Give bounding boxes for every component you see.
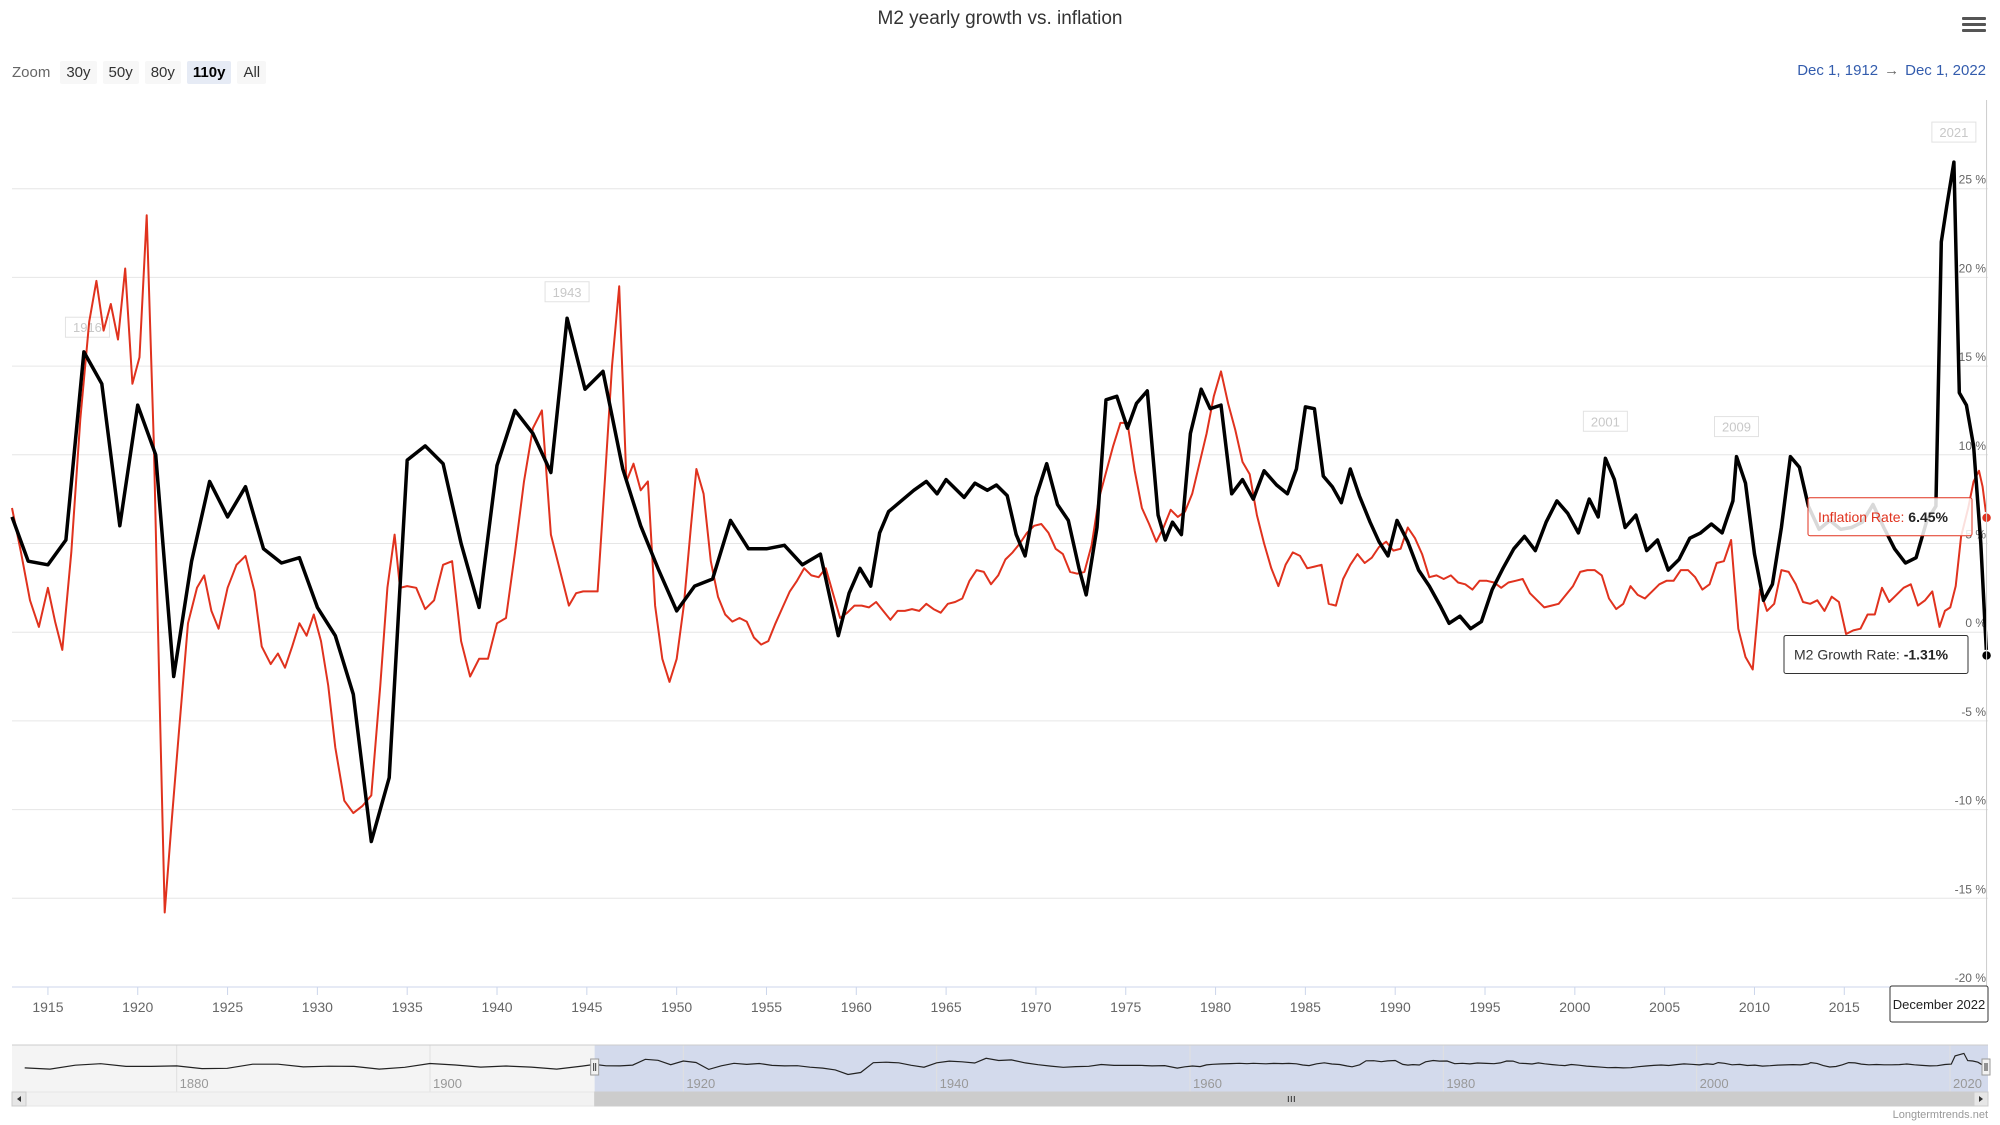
navigator-tick-label: 2000 — [1700, 1076, 1729, 1091]
x-tick-label: 1965 — [931, 999, 962, 1015]
x-tick-label: 1935 — [392, 999, 423, 1015]
scrollbar-track[interactable] — [11, 1091, 1989, 1107]
navigator-handle-box[interactable] — [1981, 1058, 1991, 1076]
y-tick-label: -10 % — [1955, 794, 1987, 808]
y-tick-label: 10 % — [1959, 439, 1987, 453]
flag-box — [64, 316, 110, 338]
x-tick-label: 1990 — [1380, 999, 1411, 1015]
zoom-button-110y[interactable]: 110y — [186, 60, 232, 84]
point-m2-last — [1980, 649, 1993, 662]
navigator-selected-range[interactable] — [594, 1045, 1988, 1092]
flag-label: 2001 — [1591, 414, 1620, 429]
x-tick-label: 2005 — [1649, 999, 1680, 1015]
x-tick-label: 1925 — [212, 999, 243, 1015]
credit-link[interactable]: Longtermtrends.net — [1892, 1109, 1988, 1121]
tooltip-inflation-value: 6.45% — [1908, 509, 1948, 525]
navigator-handle-left[interactable] — [590, 1058, 600, 1076]
tooltip-m2-growth-value: -1.31% — [1904, 646, 1949, 662]
tooltip-date-box — [1889, 985, 1989, 1023]
scroll-left-button[interactable] — [11, 1091, 27, 1107]
flag-box — [1582, 410, 1628, 432]
navigator-tick-label: 1960 — [1193, 1076, 1222, 1091]
y-tick-label: -15 % — [1955, 882, 1987, 896]
navigator-tick-label: 1920 — [686, 1076, 715, 1091]
series-line-m2-growth — [10, 160, 1989, 844]
x-tick-label: 1975 — [1110, 999, 1141, 1015]
zoom-button-50y[interactable]: 50y — [102, 60, 139, 84]
navigator-handle-right[interactable] — [1981, 1058, 1991, 1076]
tooltip-m2-growth: M2 Growth Rate: -1.31% — [1783, 634, 1969, 674]
tooltip-m2-growth-label: M2 Growth Rate: -1.31% — [1794, 646, 1949, 662]
scroll-right-arrow-icon — [1979, 1096, 1983, 1102]
range-arrow-icon: → — [1884, 62, 1900, 79]
scrollbar-thumb[interactable] — [594, 1091, 1989, 1107]
x-tick-label: 1920 — [122, 999, 153, 1015]
zoom-button-80y[interactable]: 80y — [144, 60, 181, 84]
navigator-tick-label: 1880 — [180, 1076, 209, 1091]
flag-box — [1931, 121, 1977, 143]
navigator-tick-label: 2020 — [1953, 1076, 1982, 1091]
y-tick-label: 20 % — [1959, 261, 1987, 275]
zoom-label: Zoom — [12, 63, 51, 81]
tooltip-date: December 2022 — [1889, 985, 1989, 1023]
y-tick-label: 25 % — [1959, 173, 1987, 187]
zoom-selector: Zoom 30y 50y 80y 110y All — [12, 60, 267, 84]
x-tick-label: 1950 — [661, 999, 692, 1015]
x-tick-label: 1980 — [1200, 999, 1231, 1015]
flag-label: 2009 — [1722, 420, 1751, 435]
navigator-handle-box[interactable] — [590, 1058, 600, 1076]
flag-marker[interactable]: 1916 — [64, 316, 110, 338]
range-from-input[interactable]: Dec 1, 1912 — [1797, 62, 1879, 79]
flag-marker[interactable]: 2001 — [1582, 410, 1628, 432]
navigator-tick-label: 1940 — [940, 1076, 969, 1091]
flag-box — [544, 281, 590, 303]
y-tick-label: 0 % — [1965, 616, 1986, 630]
flag-label: 2021 — [1939, 125, 1968, 140]
tooltip-inflation-box — [1807, 497, 1973, 537]
y-tick-label: 15 % — [1959, 350, 1987, 364]
hamburger-menu-icon[interactable] — [1962, 14, 1986, 36]
x-tick-label: 1915 — [32, 999, 63, 1015]
flag-label: 1943 — [553, 285, 582, 300]
x-tick-label: 1955 — [751, 999, 782, 1015]
x-tick-label: 2000 — [1559, 999, 1590, 1015]
tooltip-m2-growth-box — [1783, 634, 1969, 674]
navigator-series-line — [24, 1052, 1988, 1076]
y-tick-label: -5 % — [1961, 705, 1986, 719]
scroll-left-arrow-icon — [17, 1096, 21, 1102]
chart-title: M2 yearly growth vs. inflation — [877, 8, 1123, 29]
x-tick-label: 1945 — [571, 999, 602, 1015]
navigator-background — [12, 1045, 1988, 1092]
zoom-button-30y[interactable]: 30y — [60, 60, 97, 84]
series-line-inflation — [11, 214, 1988, 914]
flag-marker[interactable]: 2021 — [1931, 121, 1977, 143]
x-tick-label: 1985 — [1290, 999, 1321, 1015]
date-range-display: Dec 1, 1912 → Dec 1, 2022 — [1797, 62, 1986, 79]
range-to-input[interactable]: Dec 1, 2022 — [1905, 62, 1986, 79]
flag-marker[interactable]: 2009 — [1714, 416, 1760, 438]
x-tick-label: 2010 — [1739, 999, 1770, 1015]
flag-label: 1916 — [73, 320, 102, 335]
tooltip-inflation-label: Inflation Rate: 6.45% — [1818, 509, 1949, 525]
navigator-tick-label: 1900 — [433, 1076, 462, 1091]
scroll-right-button[interactable] — [1973, 1091, 1989, 1107]
flag-marker[interactable]: 1943 — [544, 281, 590, 303]
zoom-button-all[interactable]: All — [237, 60, 267, 84]
tooltip-inflation: Inflation Rate: 6.45% — [1807, 497, 1973, 537]
flag-box — [1714, 416, 1760, 438]
navigator-tick-label: 1980 — [1446, 1076, 1475, 1091]
tooltip-date-label: December 2022 — [1893, 997, 1986, 1012]
y-tick-label: 5 % — [1965, 528, 1986, 542]
x-tick-label: 1930 — [302, 999, 333, 1015]
x-tick-label: 1995 — [1469, 999, 1500, 1015]
x-tick-label: 1960 — [841, 999, 872, 1015]
y-tick-label: -20 % — [1955, 971, 1987, 985]
x-tick-label: 1940 — [481, 999, 512, 1015]
point-inflation-last — [1980, 512, 1993, 524]
x-tick-label: 1970 — [1020, 999, 1051, 1015]
x-tick-label: 2015 — [1829, 999, 1860, 1015]
